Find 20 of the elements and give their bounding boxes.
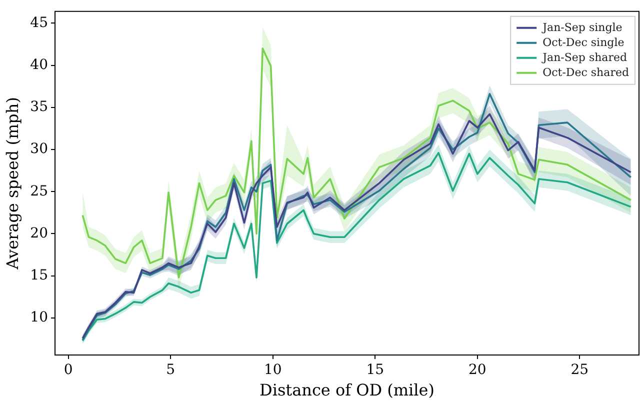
- x-tick-label: 10: [264, 362, 282, 378]
- legend-label: Jan-Sep single: [542, 20, 622, 34]
- legend-label: Jan-Sep shared: [542, 50, 628, 64]
- y-tick-label: 25: [30, 183, 48, 200]
- y-tick-label: 45: [30, 14, 48, 31]
- x-tick-label: 15: [366, 362, 384, 378]
- y-tick-label: 30: [30, 141, 48, 158]
- x-axis-title: Distance of OD (mile): [260, 380, 434, 400]
- x-tick-label: 20: [468, 362, 486, 378]
- legend-label: Oct-Dec shared: [542, 66, 630, 79]
- y-axis-title: Average speed (mph): [2, 97, 22, 270]
- y-tick-label: 40: [30, 56, 48, 73]
- x-tick-label: 0: [64, 362, 73, 378]
- y-tick-label: 10: [30, 310, 48, 326]
- y-tick-label: 15: [30, 267, 48, 284]
- x-tick-label: 25: [570, 362, 589, 378]
- y-tick-label: 35: [30, 99, 48, 116]
- x-tick-label: 5: [166, 362, 176, 378]
- y-tick-label: 20: [30, 225, 48, 242]
- legend-label: Oct-Dec single: [542, 36, 624, 49]
